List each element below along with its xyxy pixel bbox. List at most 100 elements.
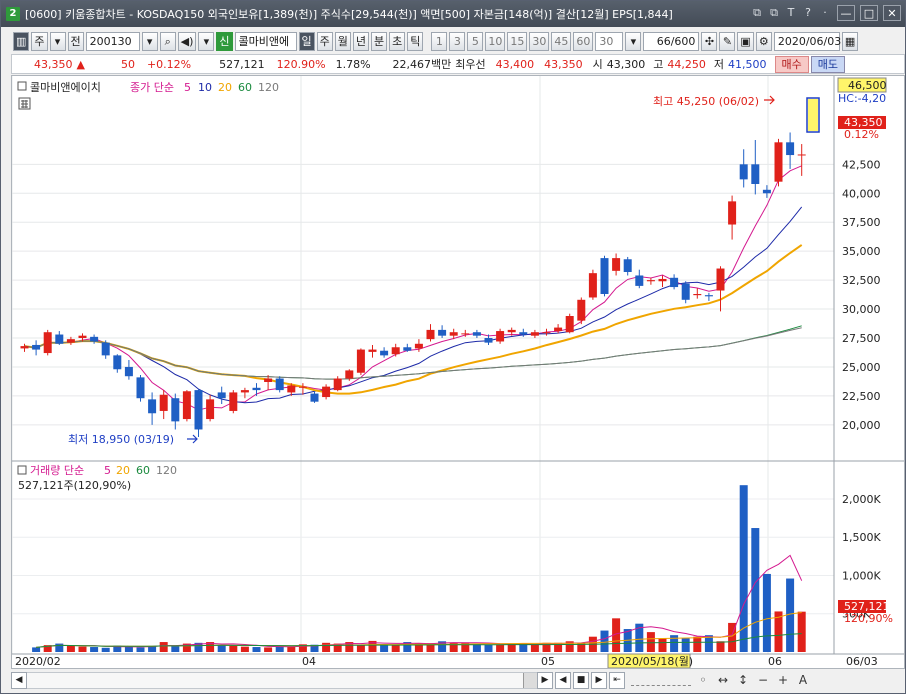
candle-body <box>646 280 655 282</box>
option-icon[interactable]: · <box>823 6 827 19</box>
buy-button[interactable]: 매수 <box>774 55 809 73</box>
minute-1[interactable]: 1 <box>431 31 448 51</box>
text-size-icon[interactable]: T <box>787 6 795 19</box>
tab-day[interactable]: 일 <box>298 31 315 51</box>
play-back-button[interactable]: ◀ <box>555 671 571 689</box>
tab-week[interactable]: 주 <box>316 31 333 51</box>
maximize-button[interactable]: □ <box>860 5 878 21</box>
candle-body <box>554 327 563 332</box>
date-input[interactable]: 2020/06/03 <box>773 31 841 51</box>
volume-bar <box>264 647 273 652</box>
tab-minute[interactable]: 분 <box>371 31 388 51</box>
candle-body <box>90 336 99 342</box>
ma-line-60 <box>24 325 802 380</box>
scroll-track[interactable] <box>27 671 537 689</box>
close-button[interactable]: ✕ <box>883 5 901 21</box>
candle-body <box>322 386 331 398</box>
scroll-left-arrow[interactable]: ◀ <box>11 671 27 689</box>
candle-body <box>588 273 597 298</box>
layout-icon[interactable]: ▥ <box>13 31 30 51</box>
count-field[interactable]: 66/600 <box>643 31 700 51</box>
help-icon[interactable]: ? <box>805 6 811 19</box>
zoom-vertical-icon[interactable]: ↕ <box>737 672 749 687</box>
volume-bar <box>287 646 296 652</box>
rewind-button[interactable]: ⇤ <box>609 671 625 689</box>
vol-ma-20: 20 <box>116 464 130 477</box>
candle-body <box>113 355 122 370</box>
trade-amount: 22,467백만 <box>392 58 452 71</box>
crosshair-icon[interactable]: ✣ <box>701 31 718 51</box>
sound-dropdown-icon[interactable]: ▾ <box>198 31 215 51</box>
volume-bar <box>716 641 725 652</box>
candle-body <box>414 343 423 349</box>
chart-area[interactable]: 콜마비앤에이치 종가 단순 5 10 20 60 120 거래량 단순 5 20… <box>11 75 905 669</box>
volume-bar <box>229 645 238 652</box>
prev-button[interactable]: 전 <box>67 31 84 51</box>
stop-button[interactable]: ■ <box>573 671 589 689</box>
price-ma-label: 종가 단순 <box>130 81 174 94</box>
zoom-horizontal-icon[interactable]: ↔ <box>717 672 729 687</box>
tab-tick[interactable]: 틱 <box>407 31 424 51</box>
minute-3[interactable]: 3 <box>449 31 466 51</box>
price-tick-label: 32,500 <box>842 274 881 287</box>
stock-name-field: 콜마비앤에 <box>234 31 297 51</box>
draw-tool-icon[interactable]: ✎ <box>719 31 736 51</box>
tab-year[interactable]: 년 <box>352 31 370 51</box>
minute-60[interactable]: 60 <box>573 31 594 51</box>
scroll-thumb[interactable] <box>523 672 537 688</box>
period-dropdown-icon[interactable]: ▾ <box>49 31 66 51</box>
play-button[interactable]: ▶ <box>591 671 607 689</box>
stock-code-input[interactable]: 200130 <box>85 31 140 51</box>
candle-body <box>461 333 470 335</box>
volume-bar <box>310 644 319 652</box>
calendar-icon[interactable]: ▦ <box>841 31 859 51</box>
current-price-tag-bg <box>838 116 886 129</box>
minute-15[interactable]: 15 <box>507 31 528 51</box>
minute-5[interactable]: 5 <box>467 31 484 51</box>
period-select[interactable]: 주 <box>31 31 48 51</box>
candle-body <box>542 332 551 334</box>
candle-body <box>182 391 191 420</box>
share-icon[interactable]: ⧉ <box>770 6 778 19</box>
low-price: 41,500 <box>728 57 767 71</box>
tab-second[interactable]: 초 <box>389 31 406 51</box>
minimize-button[interactable]: — <box>837 5 855 21</box>
zoom-out-icon[interactable]: − <box>757 672 769 687</box>
candle-body <box>229 392 238 411</box>
zoom-reset-icon[interactable]: ◦ <box>699 672 707 687</box>
speed-slider[interactable] <box>631 674 691 686</box>
tab-month[interactable]: 월 <box>334 31 351 51</box>
minute-10[interactable]: 10 <box>485 31 506 51</box>
candle-body <box>519 332 528 335</box>
candle-body <box>206 399 215 420</box>
new-badge[interactable]: 신 <box>216 31 233 51</box>
volume-bar <box>43 645 52 652</box>
sound-icon[interactable]: ◀) <box>177 31 197 51</box>
candle-body <box>136 377 145 399</box>
candle-body <box>194 390 203 430</box>
volume-bar <box>461 642 470 652</box>
minute-select[interactable]: 30 <box>595 31 624 51</box>
volume-bar <box>438 641 447 652</box>
link-icon[interactable]: ⧉ <box>753 6 761 19</box>
scroll-right-arrow[interactable]: ▶ <box>537 671 553 689</box>
minute-dropdown-icon[interactable]: ▾ <box>625 31 642 51</box>
volume-bar <box>356 644 365 652</box>
candle-body <box>345 370 354 379</box>
price-tick-label: 37,500 <box>842 216 881 229</box>
save-icon[interactable]: ▣ <box>737 31 754 51</box>
code-dropdown-icon[interactable]: ▾ <box>141 31 158 51</box>
sell-button[interactable]: 매도 <box>810 55 846 73</box>
minute-45[interactable]: 45 <box>551 31 572 51</box>
minute-30[interactable]: 30 <box>529 31 550 51</box>
settings-icon[interactable]: ⚙ <box>755 31 772 51</box>
zoom-in-icon[interactable]: + <box>777 672 789 687</box>
font-size-icon[interactable]: A <box>798 672 808 687</box>
next-candle-fill <box>808 99 818 131</box>
candle-body <box>693 294 702 296</box>
candlestick-chart[interactable]: 콜마비앤에이치 종가 단순 5 10 20 60 120 거래량 단순 5 20… <box>12 76 904 668</box>
volume-panel-icon <box>17 465 27 475</box>
volume-bar <box>182 643 191 652</box>
search-icon[interactable]: ⌕ <box>159 31 176 51</box>
